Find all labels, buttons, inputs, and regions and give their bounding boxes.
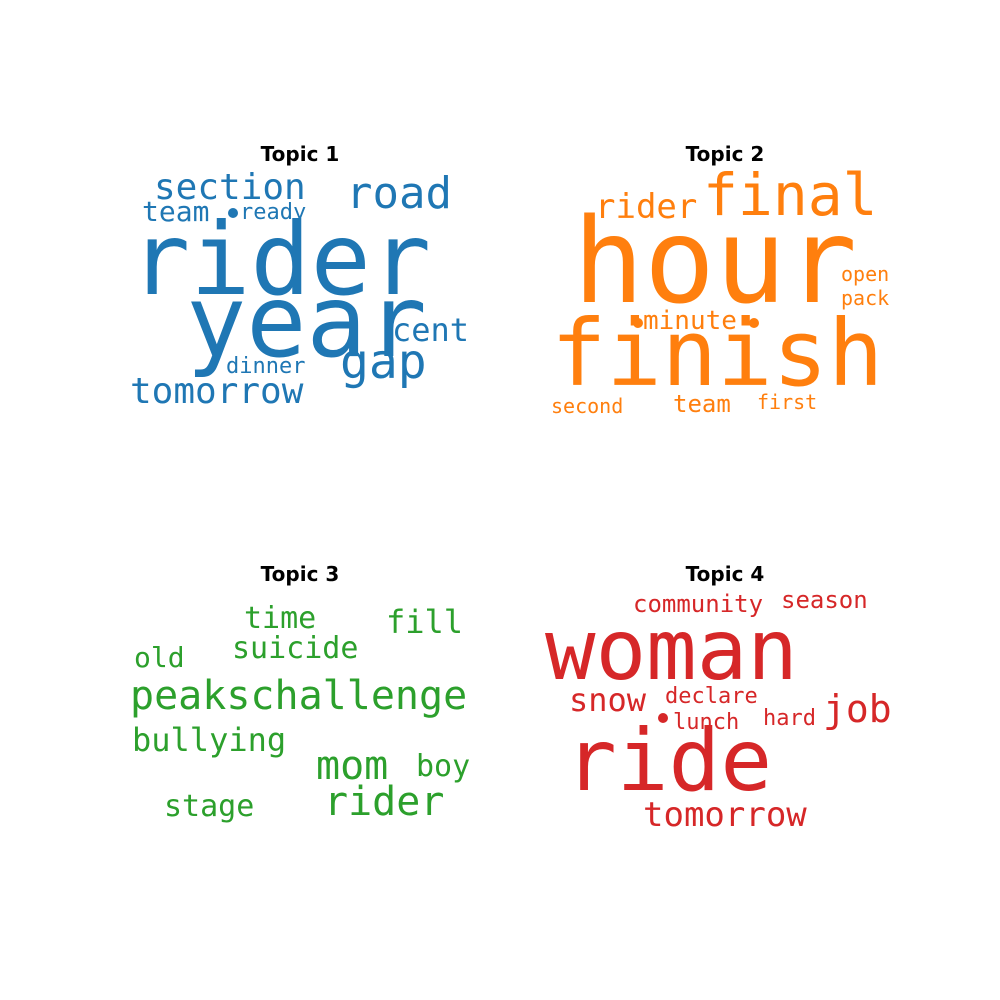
topic-3-word: bullying — [132, 721, 287, 759]
topic-1-word: dinner — [226, 354, 306, 379]
topic-1-word: road — [346, 168, 452, 219]
topic-1-word: rider — [130, 201, 432, 318]
topic-2-panel: Topic 2 hour final rider finish minute o… — [545, 144, 905, 448]
topic-3-wordcloud: time fill old suicide peakschallenge bul… — [120, 568, 480, 868]
topic-2-word: rider — [595, 187, 698, 227]
topic-1-wordcloud: rider year section road team ready cent … — [120, 148, 480, 448]
topic-4-word: woman — [545, 601, 798, 699]
topic-4-word: snow — [569, 681, 647, 719]
topic-4-wordcloud: community season woman snow declare job … — [545, 568, 905, 868]
topic-3-word: boy — [416, 749, 471, 784]
topic-3-word: old — [134, 641, 185, 674]
topic-1-word: tomorrow — [130, 371, 304, 412]
topic-1-title: Topic 1 — [260, 142, 340, 166]
topic-4-panel: Topic 4 community season woman snow decl… — [545, 564, 905, 868]
topic-1-word: ready — [240, 200, 307, 225]
topic-3-word: peakschallenge — [130, 673, 468, 719]
topic-3-word: suicide — [232, 631, 359, 666]
topic-2-word: hour — [573, 192, 858, 330]
topic-1-word: cent — [392, 311, 470, 349]
topic-1-word: year — [186, 263, 427, 380]
topic-4-word: season — [781, 586, 868, 614]
topic-3-word: stage — [164, 789, 255, 824]
topic-1-word: section — [154, 167, 306, 208]
topic-3-word: time — [244, 601, 317, 636]
topic-2-word: second — [551, 394, 624, 418]
topic-3-panel: Topic 3 time fill old suicide peakschall… — [120, 564, 480, 868]
topic-2-dot-decoration — [749, 318, 759, 328]
topic-2-word: first — [757, 390, 818, 414]
topic-2-word: finish — [551, 300, 884, 407]
topic-4-dot-decoration — [658, 713, 668, 723]
topic-2-dot-decoration — [633, 318, 643, 328]
topic-1-dot-decoration — [228, 208, 238, 218]
topic-3-title: Topic 3 — [260, 562, 340, 586]
topic-4-word: hard — [763, 706, 816, 731]
topic-2-wordcloud: hour final rider finish minute open pack… — [545, 148, 905, 448]
topic-1-word: team — [142, 195, 210, 228]
topic-2-title: Topic 2 — [685, 142, 765, 166]
topic-2-word: pack — [841, 286, 890, 310]
topic-4-word: lunch — [673, 710, 740, 735]
topic-4-word: community — [633, 590, 764, 618]
topic-2-word: team — [673, 390, 731, 418]
topic-4-title: Topic 4 — [685, 562, 765, 586]
topic-2-word: final — [703, 161, 878, 229]
topic-2-word: open — [841, 262, 890, 286]
topic-4-word: declare — [665, 684, 758, 709]
topic-3-word: fill — [386, 603, 464, 641]
topic-4-word: tomorrow — [643, 795, 807, 835]
topic-3-word: rider — [324, 779, 445, 825]
topic-1-panel: Topic 1 rider year section road team rea… — [120, 144, 480, 448]
topic-3-word: mom — [316, 743, 389, 789]
topic-4-word: ride — [565, 711, 773, 811]
topic-2-word: minute — [643, 306, 737, 336]
topic-4-word: job — [823, 687, 892, 731]
topic-1-word: gap — [340, 334, 427, 390]
